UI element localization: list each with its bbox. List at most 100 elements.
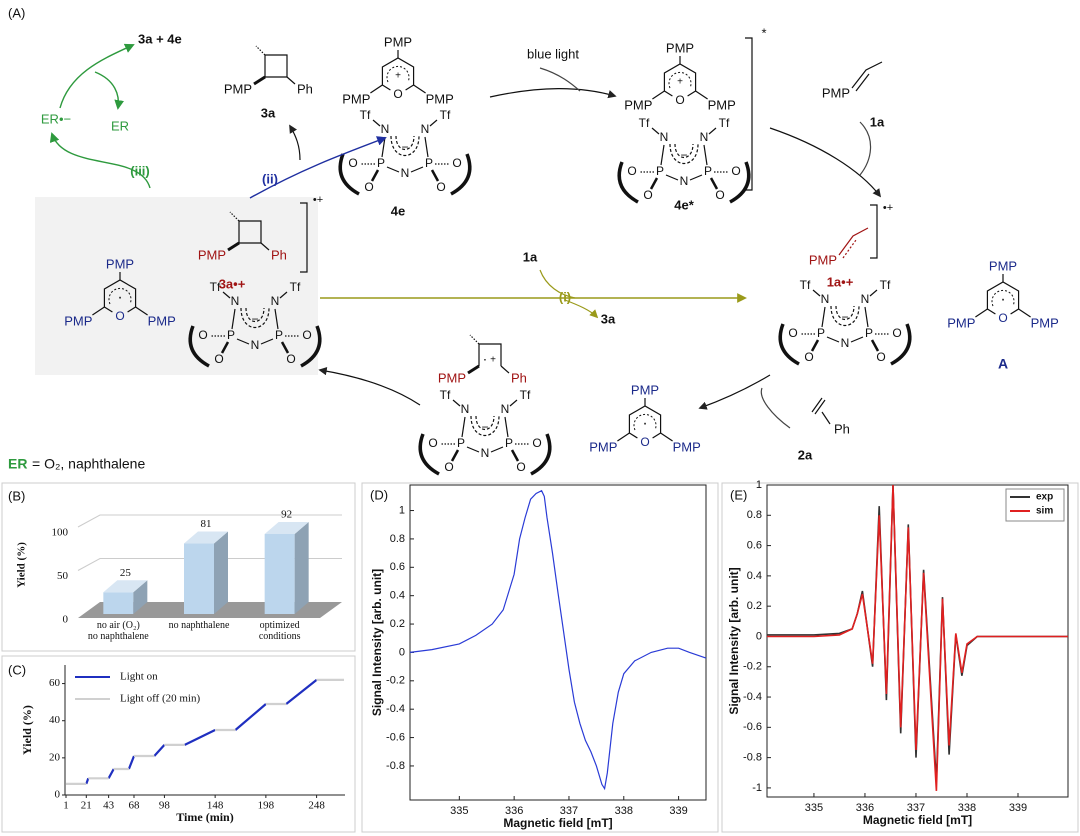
bond bbox=[279, 291, 288, 299]
label: Tf bbox=[719, 116, 730, 130]
label: N bbox=[821, 292, 830, 306]
label: PMP bbox=[426, 91, 454, 106]
label: O bbox=[444, 460, 453, 474]
bond bbox=[633, 413, 657, 431]
y-tick-label: 0.2 bbox=[747, 600, 762, 612]
label: PMP bbox=[631, 382, 659, 397]
label: − bbox=[251, 312, 258, 326]
bond bbox=[811, 397, 826, 415]
line bbox=[767, 484, 1068, 791]
x-axis-label: Time (min) bbox=[176, 810, 233, 824]
bar-side bbox=[133, 580, 148, 614]
label: O bbox=[804, 350, 813, 364]
bond bbox=[668, 71, 692, 89]
bar-side bbox=[294, 521, 309, 614]
line bbox=[409, 489, 707, 791]
bond bbox=[617, 432, 630, 442]
y-tick-label: 1 bbox=[399, 504, 405, 516]
x-axis-label: Magnetic field [mT] bbox=[503, 816, 612, 830]
y-tick-label: 0.6 bbox=[390, 561, 405, 573]
label: Tf bbox=[520, 388, 531, 402]
panel-frame bbox=[1, 655, 356, 833]
label: N bbox=[680, 174, 689, 188]
label: N bbox=[251, 338, 260, 352]
bond bbox=[530, 433, 552, 476]
bond bbox=[470, 415, 500, 436]
label: 4e bbox=[391, 203, 405, 218]
panel-frame bbox=[721, 482, 1079, 833]
label: 3a•+ bbox=[219, 276, 246, 291]
label: P bbox=[227, 328, 235, 342]
bond bbox=[629, 432, 661, 439]
bond bbox=[855, 73, 870, 92]
y-axis-label: Signal Intensity [arb. unit] bbox=[727, 567, 741, 714]
y-tick-label: 20 bbox=[49, 751, 61, 763]
bond bbox=[318, 366, 421, 406]
panel-label: (C) bbox=[8, 662, 26, 677]
bond bbox=[745, 37, 753, 191]
bond bbox=[539, 269, 576, 299]
label: 3a + 4e bbox=[138, 31, 182, 46]
x-tick-label: 338 bbox=[958, 802, 976, 814]
x-tick-label: 98 bbox=[159, 800, 171, 812]
bond bbox=[372, 119, 381, 127]
label: O bbox=[115, 309, 124, 323]
bond bbox=[59, 43, 135, 109]
bond bbox=[461, 416, 509, 438]
label: PMP bbox=[666, 40, 694, 55]
bond bbox=[188, 325, 210, 368]
label: O bbox=[788, 326, 797, 340]
bond bbox=[830, 305, 860, 326]
label: ER bbox=[8, 456, 27, 472]
y-tick-label: -0.4 bbox=[386, 703, 405, 715]
label: N bbox=[841, 336, 850, 350]
y-tick-label: -1 bbox=[752, 782, 762, 794]
bond bbox=[466, 446, 504, 453]
label: O bbox=[364, 180, 373, 194]
y-tick-label: -0.6 bbox=[386, 731, 405, 743]
x-tick-label: 68 bbox=[128, 800, 140, 812]
bond bbox=[108, 287, 132, 305]
bond bbox=[564, 299, 599, 319]
bond bbox=[260, 242, 270, 251]
bond bbox=[489, 88, 617, 99]
label: PMP bbox=[624, 97, 652, 112]
label: O bbox=[436, 180, 445, 194]
bond bbox=[386, 65, 410, 83]
label: N bbox=[381, 122, 390, 136]
label: A bbox=[998, 356, 1008, 372]
panel-label: (E) bbox=[730, 487, 747, 502]
bond bbox=[249, 136, 387, 199]
bond bbox=[418, 433, 440, 476]
label: O bbox=[532, 436, 541, 450]
bond bbox=[450, 449, 520, 462]
bond bbox=[835, 305, 855, 321]
bond bbox=[539, 67, 581, 92]
label: − bbox=[680, 148, 687, 162]
label: P bbox=[704, 164, 712, 178]
label: (iii) bbox=[130, 163, 150, 178]
x-tick-label: no naphthalene bbox=[168, 620, 230, 631]
bond bbox=[698, 374, 771, 410]
label: N bbox=[231, 294, 240, 308]
label: P bbox=[505, 436, 513, 450]
label: •+ bbox=[883, 202, 893, 214]
y-tick-label: 1 bbox=[756, 479, 762, 491]
bond bbox=[669, 143, 699, 164]
label: = O₂, naphthalene bbox=[32, 456, 145, 472]
label: + bbox=[490, 355, 496, 366]
label: PMP bbox=[822, 85, 850, 100]
label: O bbox=[428, 436, 437, 450]
bond bbox=[135, 306, 148, 316]
bar-top bbox=[103, 580, 148, 593]
bond bbox=[810, 339, 880, 352]
label: O bbox=[302, 328, 311, 342]
panel-frame bbox=[1, 482, 356, 652]
bond bbox=[467, 364, 480, 375]
label: · bbox=[483, 351, 488, 367]
y-axis-label: Signal Intensity [arb. unit] bbox=[370, 569, 384, 716]
x-tick-label: 336 bbox=[856, 802, 874, 814]
bond bbox=[649, 177, 719, 190]
plot-frame bbox=[409, 484, 707, 801]
